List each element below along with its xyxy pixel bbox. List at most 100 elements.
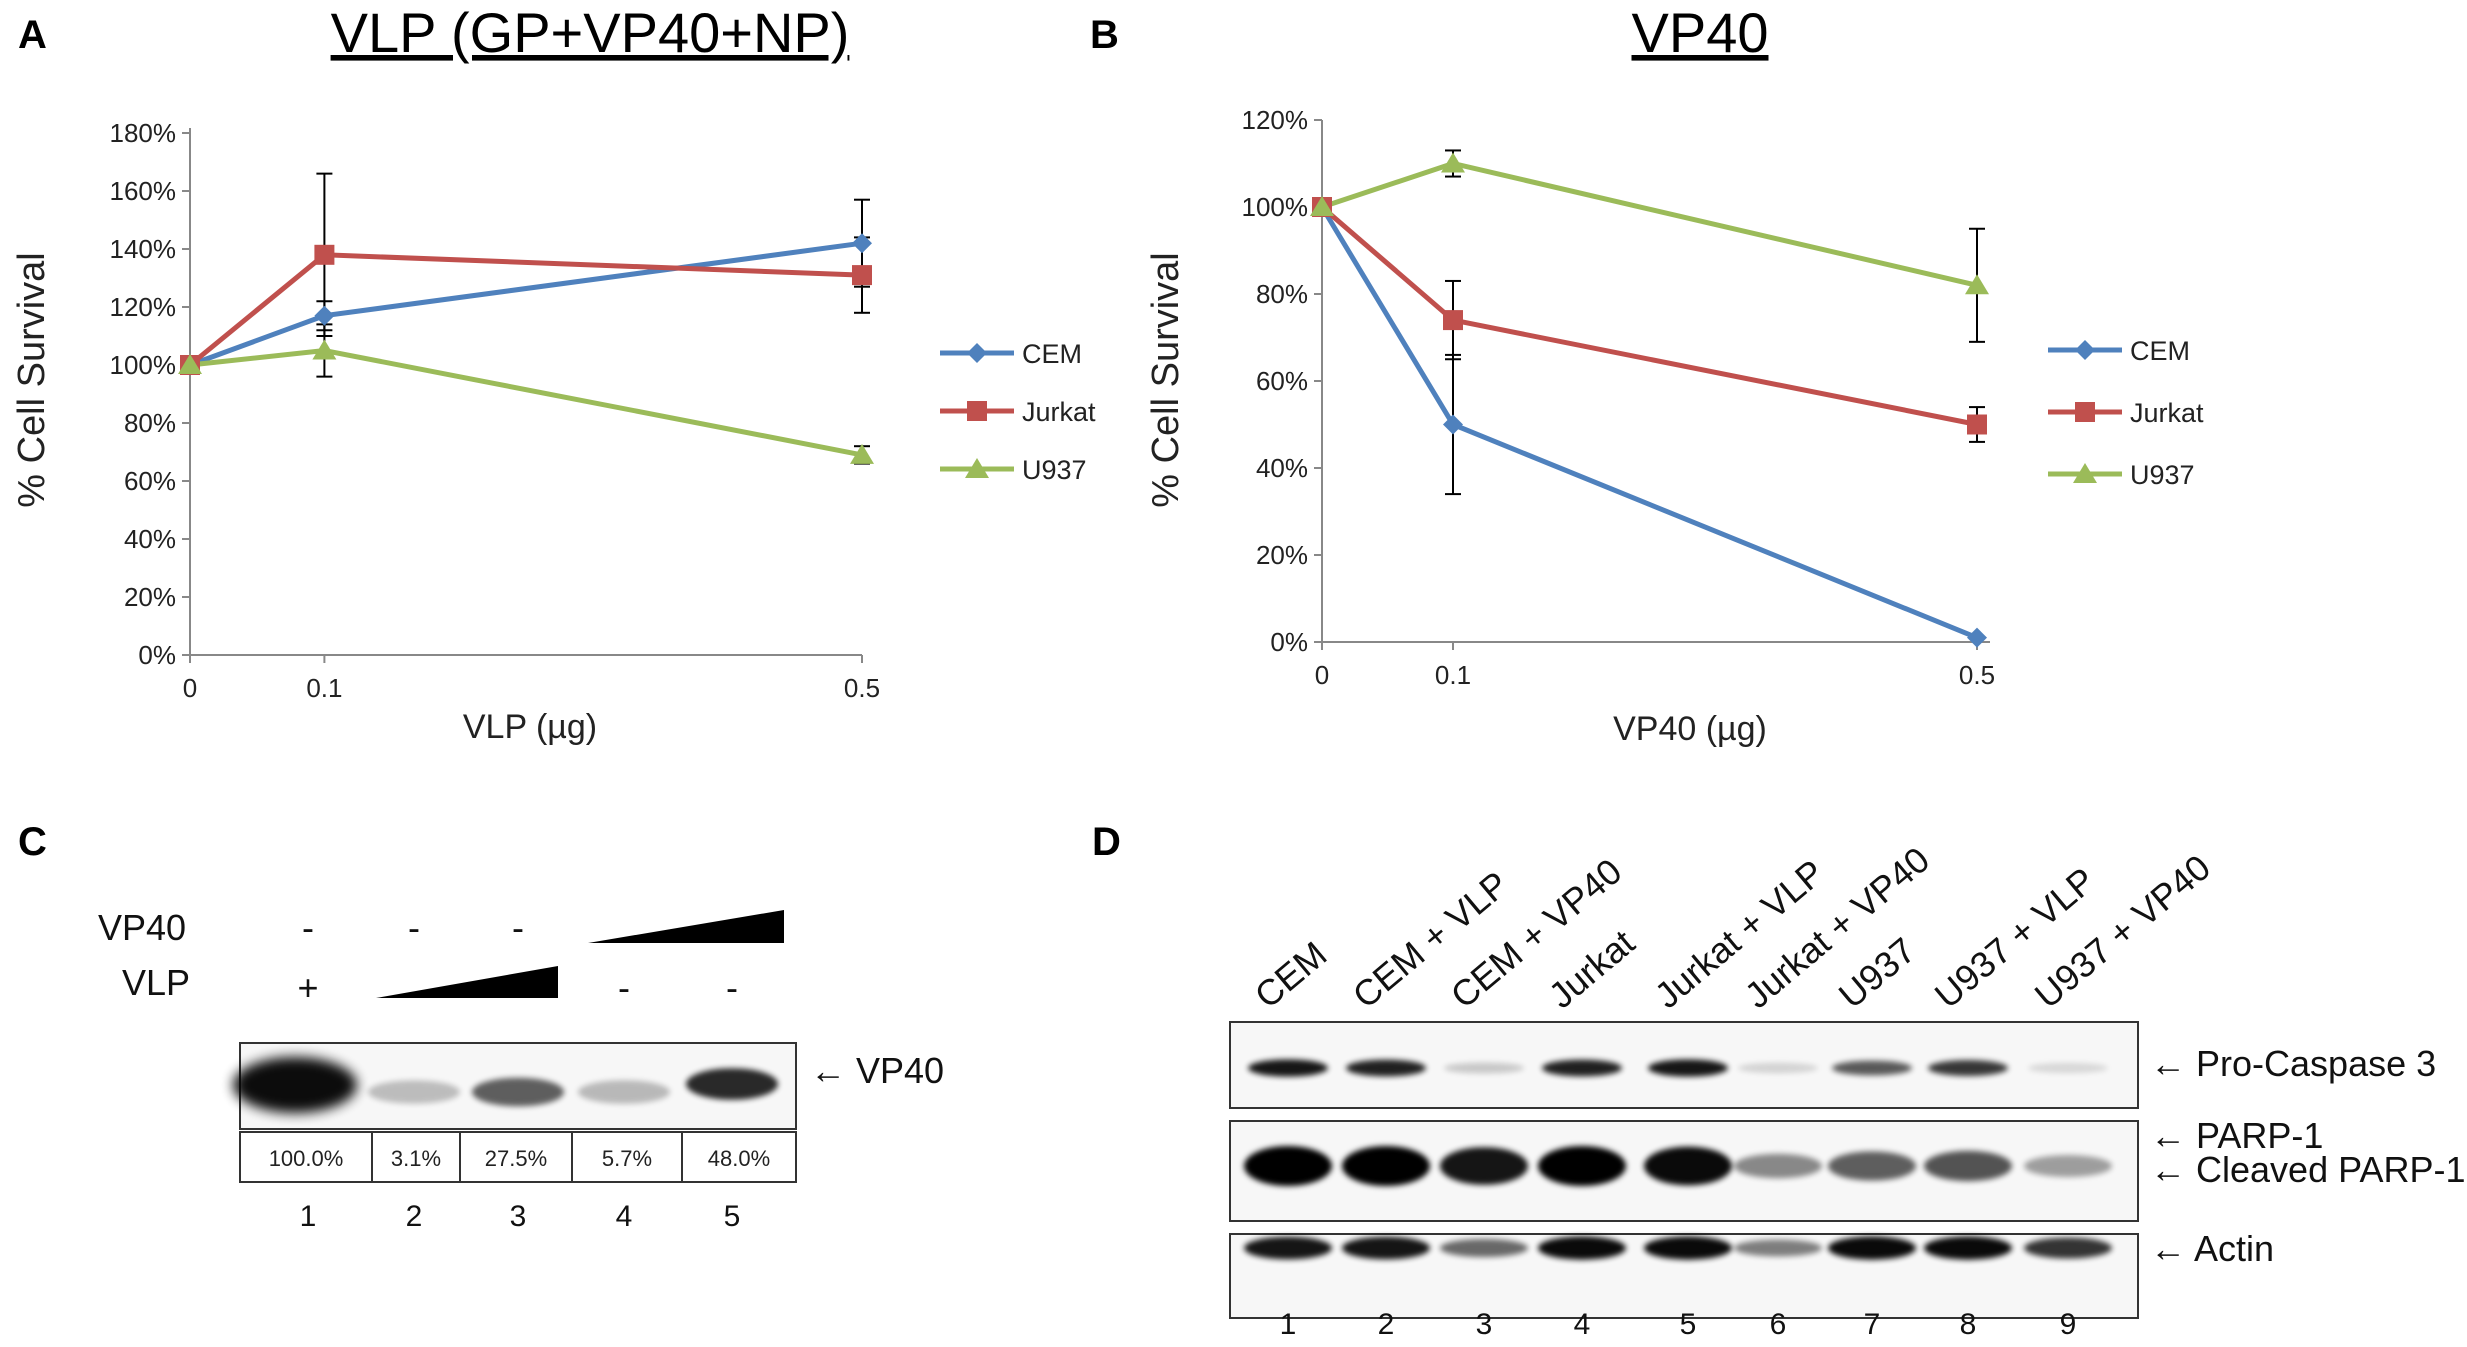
vlp-mark-lane-1: + xyxy=(297,967,318,1008)
chart-a-point-jurkat-2 xyxy=(852,265,872,286)
lane-number-d-8: 8 xyxy=(1960,1308,1977,1341)
pro-caspase-label: ← Pro-Caspase 3 xyxy=(2150,1043,2436,1084)
actin-band-lane-7 xyxy=(1828,1236,1916,1260)
chart-b-legend-label-u937: U937 xyxy=(2130,460,2195,490)
quantification-cell-2: 3.1% xyxy=(391,1146,441,1171)
chart-b-point-cem-2 xyxy=(1967,627,1987,648)
chart-b-xtick-label-0: 0 xyxy=(1315,660,1329,690)
actin-band-lane-1 xyxy=(1244,1236,1332,1260)
panel-c-western-blot: VP40 VLP - - - + - - ← VP40 100.0% 3.1% 27… xyxy=(98,907,944,1233)
column-label-9: U937 + VP40 xyxy=(2027,846,2218,1016)
chart-a-ytick-label-5: 100% xyxy=(110,350,177,380)
chart-a-legend-marker-jurkat xyxy=(967,401,987,421)
chart-a-ylabel: % Cell Survival xyxy=(11,252,53,508)
chart-a-ytick-label-8: 160% xyxy=(110,176,177,206)
lane-number-c-3: 3 xyxy=(510,1200,527,1233)
actin-band-lane-4 xyxy=(1538,1236,1626,1260)
vp40-band-lane-5 xyxy=(686,1068,778,1100)
chart-a-point-u937-1 xyxy=(312,339,337,360)
chart-b-line-cem xyxy=(1319,205,1978,640)
parp-band-lane-2 xyxy=(1342,1146,1430,1186)
vp40-band-lane-2 xyxy=(368,1080,460,1104)
chart-a-ytick-label-2: 40% xyxy=(124,524,176,554)
parp-band-lane-8 xyxy=(1924,1150,2012,1182)
vp40-band-lane-4 xyxy=(578,1080,670,1104)
chart-b-point-cem-1 xyxy=(1443,414,1463,435)
lane-number-d-5: 5 xyxy=(1680,1308,1697,1341)
chart-a-point-jurkat-1 xyxy=(314,244,335,265)
lane-number-d-6: 6 xyxy=(1770,1308,1787,1341)
vp40-gradient-wedge xyxy=(588,910,784,943)
vp40-mark-lane-2: - xyxy=(408,907,420,948)
lane-number-d-4: 4 xyxy=(1574,1308,1591,1341)
chart-b-point-u937-2 xyxy=(1965,274,1989,295)
chart-b-ytick-label-2: 40% xyxy=(1256,453,1308,483)
chart-b-xtick-label-2: 0.5 xyxy=(1959,660,1995,690)
panel-letter-d: D xyxy=(1092,820,1121,864)
chart-b-ytick-label-0: 0% xyxy=(1270,627,1308,657)
chart-b-point-jurkat-1 xyxy=(1443,310,1463,331)
pro-caspase-band-lane-7 xyxy=(1832,1060,1912,1076)
parp1-arrow: ← xyxy=(2150,1115,2186,1156)
chart-b-xtick-label-1: 0.1 xyxy=(1435,660,1471,690)
vp40-band-lane-1 xyxy=(233,1057,357,1113)
column-label-1: CEM xyxy=(1247,933,1335,1016)
chart-b-ytick-label-3: 60% xyxy=(1256,366,1308,396)
actin-band-lane-8 xyxy=(1924,1236,2012,1260)
pro-caspase-band-lane-9 xyxy=(2028,1062,2108,1074)
chart-a-point-cem-2 xyxy=(852,233,872,254)
vp40-mark-lane-3: - xyxy=(512,907,524,948)
parp-band-lane-9 xyxy=(2024,1155,2112,1177)
chart-b-axes xyxy=(1321,120,1990,643)
parp1-label: ← PARP-1 xyxy=(2150,1115,2323,1156)
chart-a-axes xyxy=(189,128,862,656)
chart-b-point-u937-0 xyxy=(1310,196,1334,216)
parp-band-lane-6 xyxy=(1734,1153,1822,1179)
chart-a-legend-label-cem: CEM xyxy=(1022,339,1082,369)
chart-a-line-u937 xyxy=(189,347,863,458)
lane-number-d-9: 9 xyxy=(2060,1308,2077,1341)
chart-a-point-cem-1 xyxy=(314,305,335,326)
cleaved-parp1-label: ← Cleaved PARP-1 xyxy=(2150,1149,2465,1190)
quantification-table xyxy=(239,1131,797,1183)
vp40-band-text: VP40 xyxy=(856,1050,944,1091)
actin-arrow: ← xyxy=(2150,1228,2186,1269)
chart-a-legend-marker-u937 xyxy=(965,458,989,478)
pro-caspase-band-lane-1 xyxy=(1248,1059,1328,1077)
quantification-cell-5: 48.0% xyxy=(708,1146,770,1171)
vp40-band-arrow: ← xyxy=(810,1050,846,1091)
parp1-text: PARP-1 xyxy=(2196,1115,2323,1156)
chart-b-line-jurkat xyxy=(1320,205,1978,427)
pro-caspase-band-lane-5 xyxy=(1648,1059,1728,1077)
vlp-gradient-wedge xyxy=(376,966,558,998)
chart-a-legend-label-jurkat: Jurkat xyxy=(1022,397,1096,427)
pro-caspase-band-lane-3 xyxy=(1444,1062,1524,1074)
row-label-vlp: VLP xyxy=(122,962,190,1003)
chart-b-xlabel: VP40 (µg) xyxy=(1613,710,1767,748)
chart-a: VLP (GP+VP40+NP) 0% 20% 40% 60% 80% 100% 120% 1… xyxy=(11,1,1096,746)
chart-a-legend-marker-cem xyxy=(967,343,987,363)
chart-b-ylabel: % Cell Survival xyxy=(1145,252,1187,508)
chart-b-legend-marker-u937 xyxy=(2073,463,2097,483)
parp-band-lane-5 xyxy=(1644,1146,1732,1186)
cleaved-parp1-arrow: ← xyxy=(2150,1149,2186,1190)
vlp-mark-lane-5: - xyxy=(726,967,738,1008)
chart-b-ytick-label-6: 120% xyxy=(1242,105,1309,135)
actin-band-lane-9 xyxy=(2024,1237,2112,1259)
lane-number-d-2: 2 xyxy=(1378,1308,1395,1341)
chart-b-title: VP40 xyxy=(1632,1,1769,64)
pro-caspase-text: Pro-Caspase 3 xyxy=(2196,1043,2436,1084)
row-label-vp40: VP40 xyxy=(98,907,186,948)
panel-letter-c: C xyxy=(18,820,47,864)
pro-caspase-band-lane-6 xyxy=(1738,1062,1818,1074)
chart-a-legend-label-u937: U937 xyxy=(1022,455,1087,485)
chart-b-ytick-label-4: 80% xyxy=(1256,279,1308,309)
lane-number-c-1: 1 xyxy=(300,1200,317,1233)
chart-a-ytick-label-0: 0% xyxy=(138,640,176,670)
chart-b-legend-marker-jurkat xyxy=(2075,402,2095,422)
lane-number-c-5: 5 xyxy=(724,1200,741,1233)
parp-band-lane-3 xyxy=(1440,1147,1528,1185)
chart-a-ytick-label-3: 60% xyxy=(124,466,176,496)
